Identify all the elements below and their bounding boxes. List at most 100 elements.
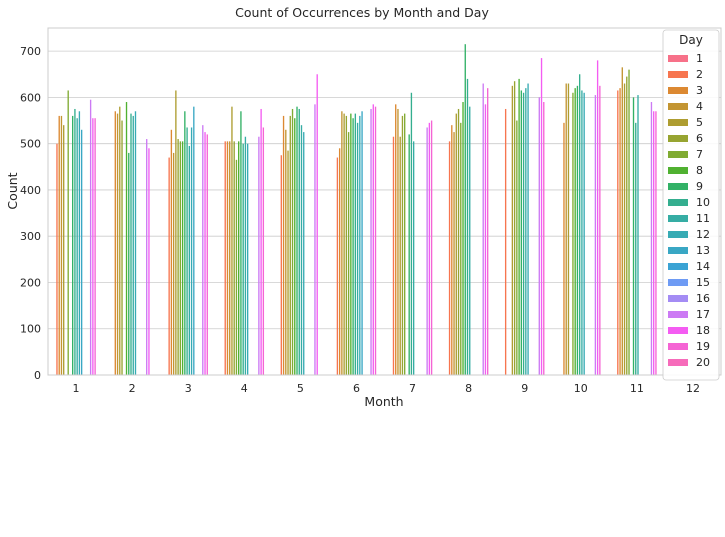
bar-month-6-day-10 [354, 113, 357, 376]
bar-month-11-day-18 [653, 111, 655, 375]
bar-month-9-day-6 [513, 81, 516, 375]
bar-month-7-day-3 [395, 104, 397, 375]
legend-swatch-3 [668, 87, 688, 94]
bar-month-5-day-4 [285, 129, 287, 375]
bar-month-3-day-7 [179, 141, 182, 375]
bar-month-1-day-18 [92, 118, 94, 375]
bar-month-2-day-10 [130, 113, 132, 376]
bar-month-1-day-2 [56, 143, 58, 375]
legend-swatch-12 [668, 231, 688, 238]
bar-month-8-day-5 [455, 113, 457, 376]
bar-month-6-day-2 [336, 157, 339, 375]
bar-month-8-day-18 [484, 104, 487, 375]
bar-month-2-day-17 [146, 139, 148, 375]
y-tick-label: 200 [20, 276, 41, 289]
bar-month-5-day-2 [280, 155, 282, 375]
bar-month-6-day-6 [345, 115, 348, 375]
bar-month-3-day-13 [193, 106, 195, 376]
legend-swatch-9 [668, 183, 688, 190]
bar-month-9-day-19 [543, 102, 545, 375]
bar-month-7-day-10 [410, 92, 413, 376]
bar-month-3-day-8 [181, 141, 184, 375]
legend-swatch-2 [668, 71, 688, 78]
legend-swatch-4 [668, 103, 688, 110]
legend-label-17: 17 [696, 308, 710, 321]
legend-swatch-10 [668, 199, 688, 206]
bar-month-4-day-11 [244, 136, 247, 375]
bar-month-10-day-9 [576, 85, 579, 375]
bar-month-9-day-11 [525, 88, 527, 375]
legend-swatch-1 [668, 55, 688, 62]
bar-month-11-day-6 [626, 76, 628, 375]
bar-month-2-day-12 [134, 111, 137, 375]
bar-month-5-day-7 [291, 108, 294, 375]
bar-month-4-day-9 [240, 111, 242, 375]
legend-label-14: 14 [696, 260, 710, 273]
legend-label-8: 8 [696, 164, 703, 177]
legend-label-15: 15 [696, 276, 710, 289]
legend-swatch-8 [668, 167, 688, 174]
bar-month-2-day-3 [114, 111, 116, 375]
bar-month-5-day-18 [316, 74, 318, 376]
legend-label-4: 4 [696, 100, 703, 113]
bar-month-2-day-8 [125, 102, 128, 375]
x-tick-label: 7 [409, 382, 416, 395]
bar-month-5-day-3 [282, 115, 285, 375]
bar-month-6-day-7 [347, 132, 350, 375]
bar-month-11-day-10 [635, 122, 637, 375]
bar-month-7-day-6 [401, 115, 404, 375]
bar-month-7-day-2 [392, 136, 395, 375]
bar-month-3-day-12 [190, 127, 193, 376]
legend-swatch-17 [668, 311, 688, 318]
bar-month-8-day-10 [466, 78, 469, 375]
bar-month-1-day-5 [63, 125, 65, 375]
y-tick-label: 300 [20, 230, 41, 243]
bar-month-8-day-2 [448, 141, 451, 375]
bar-month-6-day-19 [374, 106, 377, 376]
bar-month-8-day-3 [451, 125, 453, 375]
bar-month-10-day-19 [599, 85, 601, 375]
x-tick-label: 12 [686, 382, 700, 395]
bar-month-5-day-11 [300, 125, 303, 375]
bar-month-8-day-6 [457, 108, 460, 375]
bar-month-3-day-19 [206, 134, 208, 375]
legend-swatch-19 [668, 343, 688, 350]
bar-month-3-day-10 [186, 127, 188, 376]
bar-month-5-day-6 [289, 115, 291, 375]
bar-month-6-day-13 [361, 111, 363, 375]
legend-swatch-5 [668, 119, 688, 126]
chart-title: Count of Occurrences by Month and Day [235, 5, 489, 20]
bar-month-8-day-19 [487, 88, 489, 375]
bar-month-10-day-12 [583, 92, 585, 376]
bar-month-6-day-3 [338, 148, 341, 375]
bar-month-11-day-7 [628, 69, 630, 375]
bar-month-4-day-3 [226, 141, 229, 375]
bar-month-10-day-11 [581, 90, 583, 376]
legend-swatch-20 [668, 359, 688, 366]
bar-month-5-day-10 [298, 108, 300, 375]
bar-month-1-day-13 [80, 129, 83, 375]
bar-month-10-day-17 [594, 95, 597, 375]
bar-month-4-day-12 [246, 143, 249, 375]
bar-month-6-day-12 [359, 115, 361, 375]
bar-month-11-day-5 [623, 83, 626, 376]
bar-month-5-day-12 [303, 132, 305, 375]
bar-month-11-day-4 [621, 67, 623, 376]
legend-swatch-6 [668, 135, 688, 142]
x-tick-label: 9 [521, 382, 528, 395]
bar-month-10-day-8 [574, 88, 576, 375]
bar-month-1-day-4 [60, 115, 63, 375]
bar-month-5-day-5 [287, 150, 289, 375]
legend-label-9: 9 [696, 180, 703, 193]
bar-month-10-day-7 [572, 92, 574, 376]
bar-month-4-day-18 [260, 108, 262, 375]
bar-month-10-day-18 [596, 60, 599, 376]
x-tick-label: 6 [353, 382, 360, 395]
bar-month-8-day-11 [469, 106, 471, 376]
bar-month-9-day-10 [522, 92, 525, 376]
legend-swatch-11 [668, 215, 688, 222]
bar-month-2-day-5 [119, 106, 121, 376]
